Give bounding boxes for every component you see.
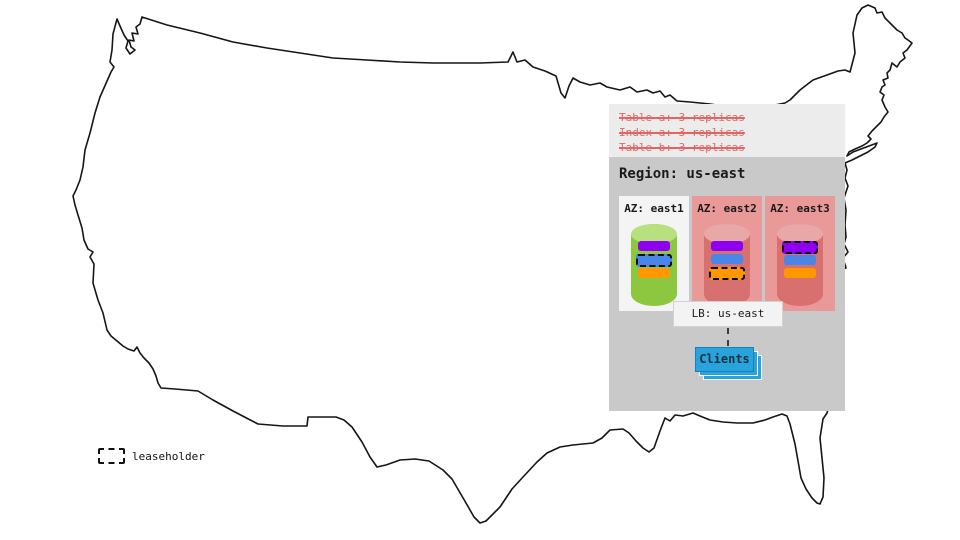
az-label: AZ: east1 [624,202,684,215]
region-us-east-panel: Region: us-east AZ: east1 AZ: east2 [609,157,845,411]
database-cylinder [704,224,750,306]
az-row: AZ: east1 AZ: east2 AZ: east3 [619,196,835,311]
policy-line: Table b: 3 replicas [619,141,745,154]
orange-replica-bar [784,268,816,278]
database-cylinder [777,224,823,306]
cylinder-top [704,224,750,244]
replication-policies-panel: Table a: 3 replicas Index a: 3 replicas … [609,104,845,157]
az-east3-box: AZ: east3 [765,196,835,311]
purple-replica-bar [711,241,743,251]
region-title: Region: us-east [619,166,746,182]
az-label: AZ: east3 [770,202,830,215]
lb-clients-connector [727,328,729,346]
replica-bars [631,241,677,281]
orange-replica-bar-leaseholder [709,267,745,280]
us-map-outline [72,4,913,524]
blue-replica-bar-leaseholder [636,254,672,267]
blue-replica-bar [784,255,816,265]
orange-replica-bar [638,268,670,278]
policy-line: Index a: 3 replicas [619,126,745,139]
az-label: AZ: east2 [697,202,757,215]
purple-replica-bar [638,241,670,251]
replica-bars [704,241,750,281]
policy-line: Table a: 3 replicas [619,111,745,124]
cylinder-top [631,224,677,244]
load-balancer-box: LB: us-east [673,301,783,327]
az-east2-box: AZ: east2 [692,196,762,311]
replica-bars [777,241,823,281]
leaseholder-swatch [98,448,125,464]
database-cylinder [631,224,677,306]
cylinder-top [777,224,823,244]
az-east1-box: AZ: east1 [619,196,689,311]
leaseholder-legend: leaseholder [98,448,205,464]
leaseholder-label: leaseholder [132,449,205,463]
blue-replica-bar [711,254,743,264]
purple-replica-bar-leaseholder [782,241,818,254]
clients-box: Clients [695,347,754,372]
